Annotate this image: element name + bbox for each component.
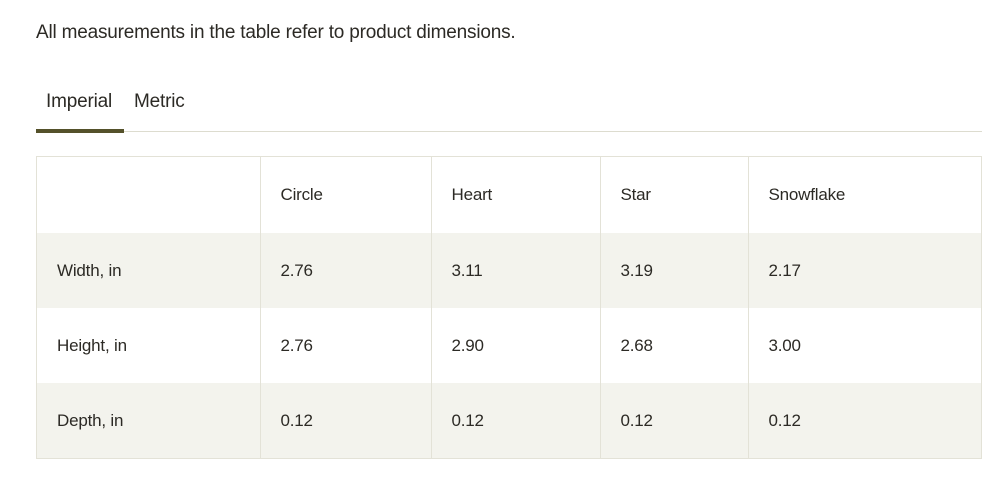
height-heart: 2.90 [430, 308, 600, 383]
dimensions-table: Circle Heart Star Snowflake Width, in 2.… [36, 156, 982, 459]
depth-circle: 0.12 [259, 383, 431, 458]
depth-snowflake: 0.12 [747, 383, 981, 458]
header-heart: Heart [430, 157, 600, 233]
height-snowflake: 3.00 [747, 308, 981, 383]
width-snowflake: 2.17 [747, 233, 981, 308]
tab-metric[interactable]: Metric [134, 91, 185, 112]
header-circle: Circle [259, 157, 431, 233]
width-heart: 3.11 [430, 233, 600, 308]
tab-imperial[interactable]: Imperial [36, 84, 124, 133]
row-label-depth: Depth, in [37, 383, 260, 458]
unit-tabs: Imperial Metric [36, 84, 982, 133]
dimensions-note: All measurements in the table refer to p… [36, 22, 516, 43]
height-star: 2.68 [599, 308, 748, 383]
table-row-width: Width, in 2.76 3.11 3.19 2.17 [37, 233, 981, 308]
table-header-row: Circle Heart Star Snowflake [37, 157, 981, 233]
width-star: 3.19 [599, 233, 748, 308]
row-label-width: Width, in [37, 233, 260, 308]
height-circle: 2.76 [259, 308, 431, 383]
header-star: Star [599, 157, 748, 233]
width-circle: 2.76 [259, 233, 431, 308]
header-empty-cell [37, 157, 260, 233]
depth-heart: 0.12 [430, 383, 600, 458]
table-row-height: Height, in 2.76 2.90 2.68 3.00 [37, 308, 981, 383]
depth-star: 0.12 [599, 383, 748, 458]
table-row-depth: Depth, in 0.12 0.12 0.12 0.12 [37, 383, 981, 458]
row-label-height: Height, in [37, 308, 260, 383]
header-snowflake: Snowflake [747, 157, 981, 233]
